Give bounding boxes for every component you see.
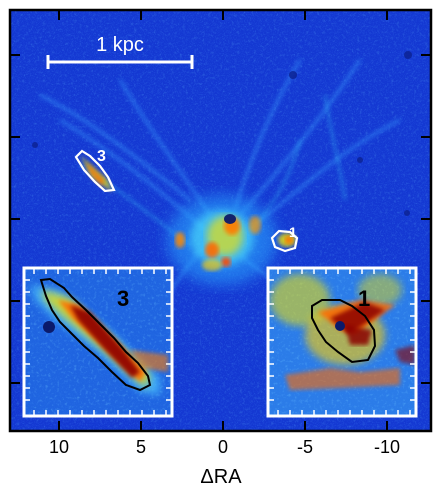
axis-ticks xyxy=(10,10,431,431)
region-1-label: 1 xyxy=(289,224,297,240)
region-3-contour xyxy=(74,149,116,193)
inset-1-frame xyxy=(266,266,418,418)
region-1-contour xyxy=(270,229,299,253)
x-axis-label: ΔRA xyxy=(200,466,242,488)
region-3-emission xyxy=(80,155,112,192)
region-1-emission xyxy=(278,233,296,247)
inset-3: 3 xyxy=(22,266,174,418)
x-tick-label: 10 xyxy=(49,437,69,457)
inset-3-contour xyxy=(39,277,152,392)
axes-frame xyxy=(8,8,433,433)
scale-bar-label: 1 kpc xyxy=(96,34,144,56)
x-tick-label: -5 xyxy=(297,437,313,457)
central-emission xyxy=(167,195,277,285)
x-tick-labels: 10 5 0 -5 -10 xyxy=(49,437,400,457)
inset-1: 1 xyxy=(266,266,418,418)
inset-3-frame xyxy=(22,266,174,418)
image-panel xyxy=(10,10,431,431)
inset-1-label: 1 xyxy=(358,286,370,311)
inset-3-ticks xyxy=(24,268,172,416)
inset-1-contour xyxy=(311,299,377,364)
region-3-label: 3 xyxy=(97,148,106,165)
x-tick-label: -10 xyxy=(374,437,400,457)
x-tick-label: 5 xyxy=(136,437,146,457)
x-tick-label: 0 xyxy=(218,437,228,457)
scale-bar: 1 kpc xyxy=(46,34,194,69)
inset-1-ticks xyxy=(268,268,416,416)
inset-3-label: 3 xyxy=(117,286,129,311)
